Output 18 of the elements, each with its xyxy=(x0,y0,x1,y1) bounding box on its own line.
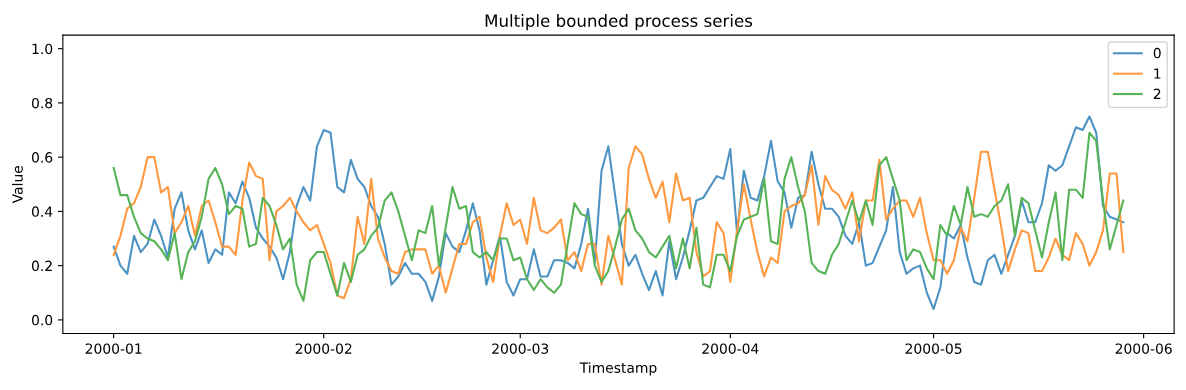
x-axis-title: Timestamp xyxy=(579,362,657,376)
x-tick-label: 2000-06 xyxy=(1115,343,1172,354)
x-tick-label: 2000-04 xyxy=(702,343,759,354)
chart-title: Multiple bounded process series xyxy=(485,14,753,31)
x-tick-label: 2000-03 xyxy=(492,343,549,354)
legend-label: 2 xyxy=(1153,88,1161,99)
x-tick-label: 2000-02 xyxy=(295,343,352,354)
legend-label: 1 xyxy=(1154,68,1161,79)
y-tick-label: 0.2 xyxy=(31,260,52,272)
y-axis-title: Value xyxy=(12,165,23,204)
y-tick-label: 0.6 xyxy=(31,152,53,163)
x-tick-label: 2000-05 xyxy=(905,343,962,354)
y-tick-label: 0.0 xyxy=(31,314,53,326)
y-tick-label: 0.4 xyxy=(31,206,53,217)
legend-label: 0 xyxy=(1153,47,1161,59)
y-tick-label: 1.0 xyxy=(32,43,53,55)
x-tick-label: 2000-01 xyxy=(85,343,142,354)
y-tick-label: 0.8 xyxy=(31,97,53,109)
